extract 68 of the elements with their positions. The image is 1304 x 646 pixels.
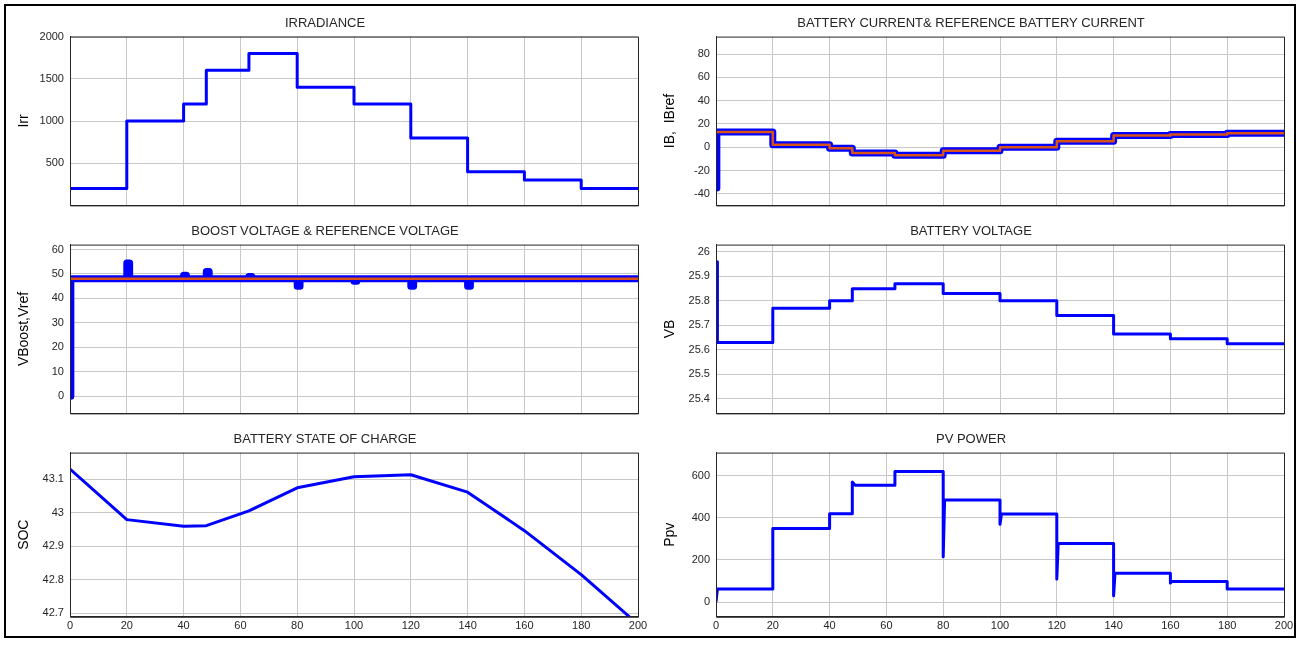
x-tick-label: 120 [1047, 619, 1066, 632]
x-tick-label: 100 [344, 619, 364, 632]
y-tick-label: 600 [691, 468, 710, 481]
y-tick-label: 200 [691, 552, 710, 565]
y-tick-label: 26 [697, 244, 710, 257]
chart-title: BOOST VOLTAGE & REFERENCE VOLTAGE [191, 223, 460, 239]
y-tick-label: 25.9 [688, 269, 710, 282]
x-tick-label: 20 [766, 619, 779, 632]
y-tick-label: 43 [51, 505, 64, 518]
x-tick-label: 60 [234, 619, 247, 632]
chart-title: BATTERY STATE OF CHARGE [233, 431, 417, 447]
y-tick-label: 400 [691, 510, 710, 523]
y-tick-label: 1500 [39, 71, 64, 84]
y-tick-label: 60 [51, 242, 64, 255]
x-tick-label: 40 [177, 619, 190, 632]
x-tick-label: 200 [1274, 619, 1294, 632]
x-tick-label: 80 [937, 619, 950, 632]
x-tick-label: 160 [515, 619, 534, 632]
y-axis-title: VB [661, 319, 678, 339]
y-axis-title: Irr [15, 114, 32, 128]
x-tick-label: 180 [572, 619, 591, 632]
y-tick-label: 500 [45, 156, 64, 169]
y-tick-label: 0 [57, 389, 64, 402]
y-axis-title: VBoost,Vref [15, 291, 32, 367]
x-tick-label: 80 [291, 619, 304, 632]
y-tick-label: 50 [51, 266, 64, 279]
y-tick-label: 25.8 [688, 293, 710, 306]
y-axis-title: IB, IBref [661, 93, 678, 149]
y-axis-title: Ppv [661, 522, 678, 547]
y-tick-label: -40 [694, 186, 710, 199]
y-tick-label: 25.4 [688, 391, 710, 404]
y-tick-label: 10 [51, 364, 64, 377]
y-tick-label: 20 [51, 340, 64, 353]
chart-title: IRRADIANCE [284, 15, 366, 31]
chart-title: PV POWER [935, 431, 1007, 447]
y-tick-label: 60 [697, 70, 710, 83]
chart-title: BATTERY CURRENT& REFERENCE BATTERY CURRENT [797, 15, 1145, 31]
y-tick-label: 25.7 [688, 318, 710, 331]
x-tick-label: 180 [1218, 619, 1237, 632]
x-tick-label: 0 [66, 619, 74, 632]
x-tick-label: 140 [1104, 619, 1123, 632]
x-tick-label: 200 [628, 619, 648, 632]
y-tick-label: 80 [697, 47, 710, 60]
y-tick-label: 0 [703, 595, 710, 608]
y-tick-label: 0 [703, 140, 710, 153]
x-tick-label: 0 [712, 619, 720, 632]
y-tick-label: 40 [51, 291, 64, 304]
y-tick-label: 40 [697, 93, 710, 106]
x-tick-label: 60 [880, 619, 893, 632]
x-tick-label: 140 [458, 619, 477, 632]
y-tick-label: 1000 [39, 114, 64, 127]
y-tick-label: 25.5 [688, 367, 710, 380]
y-axis-title: SOC [15, 519, 32, 550]
x-tick-label: 120 [401, 619, 420, 632]
x-tick-label: 20 [120, 619, 133, 632]
y-tick-label: 20 [697, 116, 710, 129]
y-tick-label: 42.8 [42, 572, 64, 585]
x-tick-label: 160 [1161, 619, 1180, 632]
y-tick-label: 43.1 [42, 472, 64, 485]
x-tick-label: 100 [990, 619, 1010, 632]
y-tick-label: 30 [51, 315, 64, 328]
chart-title: BATTERY VOLTAGE [910, 223, 1033, 239]
y-tick-label: 42.9 [42, 539, 64, 552]
y-tick-label: 2000 [39, 29, 64, 42]
y-tick-label: 25.6 [688, 342, 710, 355]
x-tick-label: 40 [823, 619, 836, 632]
y-tick-label: 42.7 [42, 606, 64, 619]
y-tick-label: -20 [694, 163, 710, 176]
